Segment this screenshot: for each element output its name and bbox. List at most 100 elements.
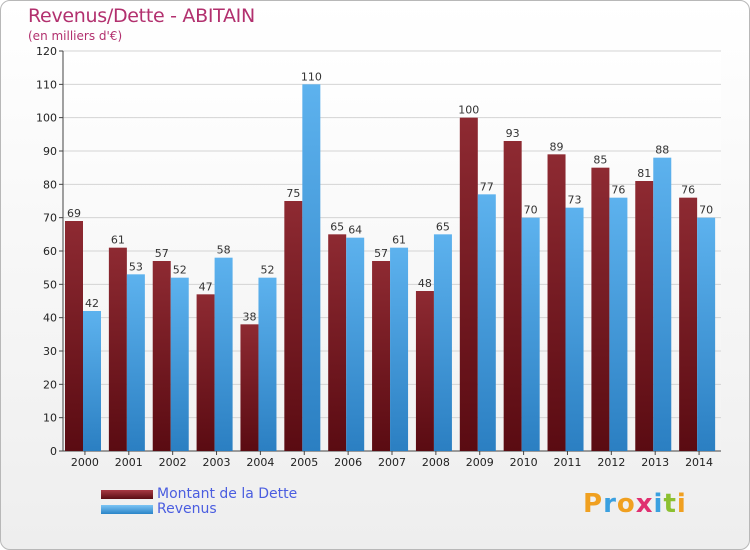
data-label-revenus: 52: [173, 264, 187, 277]
bar-revenus: [697, 217, 716, 451]
data-label-revenus: 65: [436, 220, 450, 233]
chart-subtitle: (en milliers d'€): [28, 29, 123, 43]
data-label-dette: 76: [681, 184, 695, 197]
data-label-dette: 57: [374, 247, 388, 260]
data-label-dette: 100: [458, 104, 479, 117]
bar-dette: [196, 294, 215, 451]
bar-dette: [284, 201, 303, 451]
data-label-revenus: 70: [524, 204, 538, 217]
bar-revenus: [302, 84, 321, 451]
data-label-revenus: 53: [129, 260, 143, 273]
logo-letter: x: [635, 489, 654, 519]
y-tick-label: 100: [36, 112, 57, 125]
x-tick-label: 2005: [290, 456, 318, 469]
bar-revenus: [346, 237, 365, 451]
data-label-dette: 89: [550, 140, 564, 153]
logo-letter: i: [653, 489, 664, 519]
legend-label-revenus: Revenus: [157, 501, 217, 517]
data-label-revenus: 76: [611, 184, 625, 197]
data-label-dette: 48: [418, 277, 432, 290]
x-tick-label: 2007: [378, 456, 406, 469]
y-tick-label: 20: [43, 378, 57, 391]
data-label-revenus: 42: [85, 297, 99, 310]
data-label-dette: 75: [286, 187, 300, 200]
y-tick-label: 30: [43, 345, 57, 358]
data-label-dette: 65: [330, 220, 344, 233]
data-label-dette: 57: [155, 247, 169, 260]
data-label-dette: 61: [111, 234, 125, 247]
y-tick-label: 10: [43, 412, 57, 425]
data-label-revenus: 61: [392, 234, 406, 247]
bar-revenus: [433, 234, 452, 451]
bar-dette: [503, 141, 522, 451]
bar-dette: [547, 154, 566, 452]
x-tick-label: 2014: [685, 456, 713, 469]
y-tick-label: 80: [43, 178, 57, 191]
logo-letter: r: [603, 489, 617, 519]
legend-label-dette: Montant de la Dette: [157, 486, 298, 502]
data-label-revenus: 52: [260, 264, 274, 277]
y-tick-label: 50: [43, 278, 57, 291]
data-label-dette: 38: [242, 310, 256, 323]
x-tick-label: 2011: [553, 456, 581, 469]
bar-dette: [635, 181, 654, 451]
bar-dette: [372, 261, 391, 451]
chart-title: Revenus/Dette - ABITAIN: [28, 5, 255, 27]
bar-revenus: [653, 157, 672, 451]
bar-dette: [459, 117, 478, 452]
x-tick-label: 2003: [203, 456, 231, 469]
data-label-revenus: 70: [699, 204, 713, 217]
data-label-revenus: 73: [568, 194, 582, 207]
bar-dette: [240, 324, 259, 451]
x-tick-label: 2013: [641, 456, 669, 469]
bar-dette: [108, 247, 127, 451]
x-tick-label: 2006: [334, 456, 362, 469]
x-tick-label: 2001: [115, 456, 143, 469]
bar-revenus: [83, 311, 101, 451]
data-label-revenus: 58: [217, 244, 231, 257]
logo-letter: t: [663, 489, 677, 519]
x-tick-label: 2000: [71, 456, 99, 469]
data-label-dette: 93: [506, 127, 520, 140]
y-tick-label: 70: [43, 212, 57, 225]
bar-revenus: [170, 277, 189, 451]
bar-revenus: [609, 197, 628, 451]
y-tick-label: 40: [43, 312, 57, 325]
y-tick-label: 90: [43, 145, 57, 158]
bar-revenus: [390, 247, 409, 451]
bar-dette: [152, 261, 171, 451]
bar-dette: [679, 197, 698, 451]
logo-letter: P: [583, 489, 604, 519]
x-tick-label: 2012: [597, 456, 625, 469]
bar-revenus: [126, 274, 145, 451]
legend-swatch-dette: [101, 490, 153, 499]
bar-dette: [415, 291, 434, 451]
x-tick-label: 2002: [159, 456, 187, 469]
bar-revenus: [521, 217, 540, 451]
bar-revenus: [214, 257, 233, 451]
x-tick-label: 2008: [422, 456, 450, 469]
bar-revenus: [258, 277, 277, 451]
data-label-revenus: 88: [655, 144, 669, 157]
data-label-revenus: 110: [301, 70, 322, 83]
bar-dette: [328, 234, 347, 451]
x-tick-label: 2010: [510, 456, 538, 469]
x-tick-label: 2004: [246, 456, 274, 469]
y-tick-label: 120: [36, 45, 57, 58]
y-tick-label: 110: [36, 78, 57, 91]
bar-revenus: [477, 194, 496, 452]
y-tick-label: 60: [43, 245, 57, 258]
logo-letter: o: [616, 489, 636, 519]
legend-swatch-revenus: [101, 505, 153, 514]
bar-revenus: [565, 207, 584, 451]
data-label-dette: 85: [593, 154, 607, 167]
data-label-dette: 81: [637, 167, 651, 180]
proxiti-logo: Proxiti: [583, 489, 687, 519]
data-label-dette: 47: [199, 280, 213, 293]
x-tick-label: 2009: [466, 456, 494, 469]
data-label-revenus: 77: [480, 180, 494, 193]
bar-dette: [591, 167, 610, 451]
bar-dette: [65, 221, 83, 451]
